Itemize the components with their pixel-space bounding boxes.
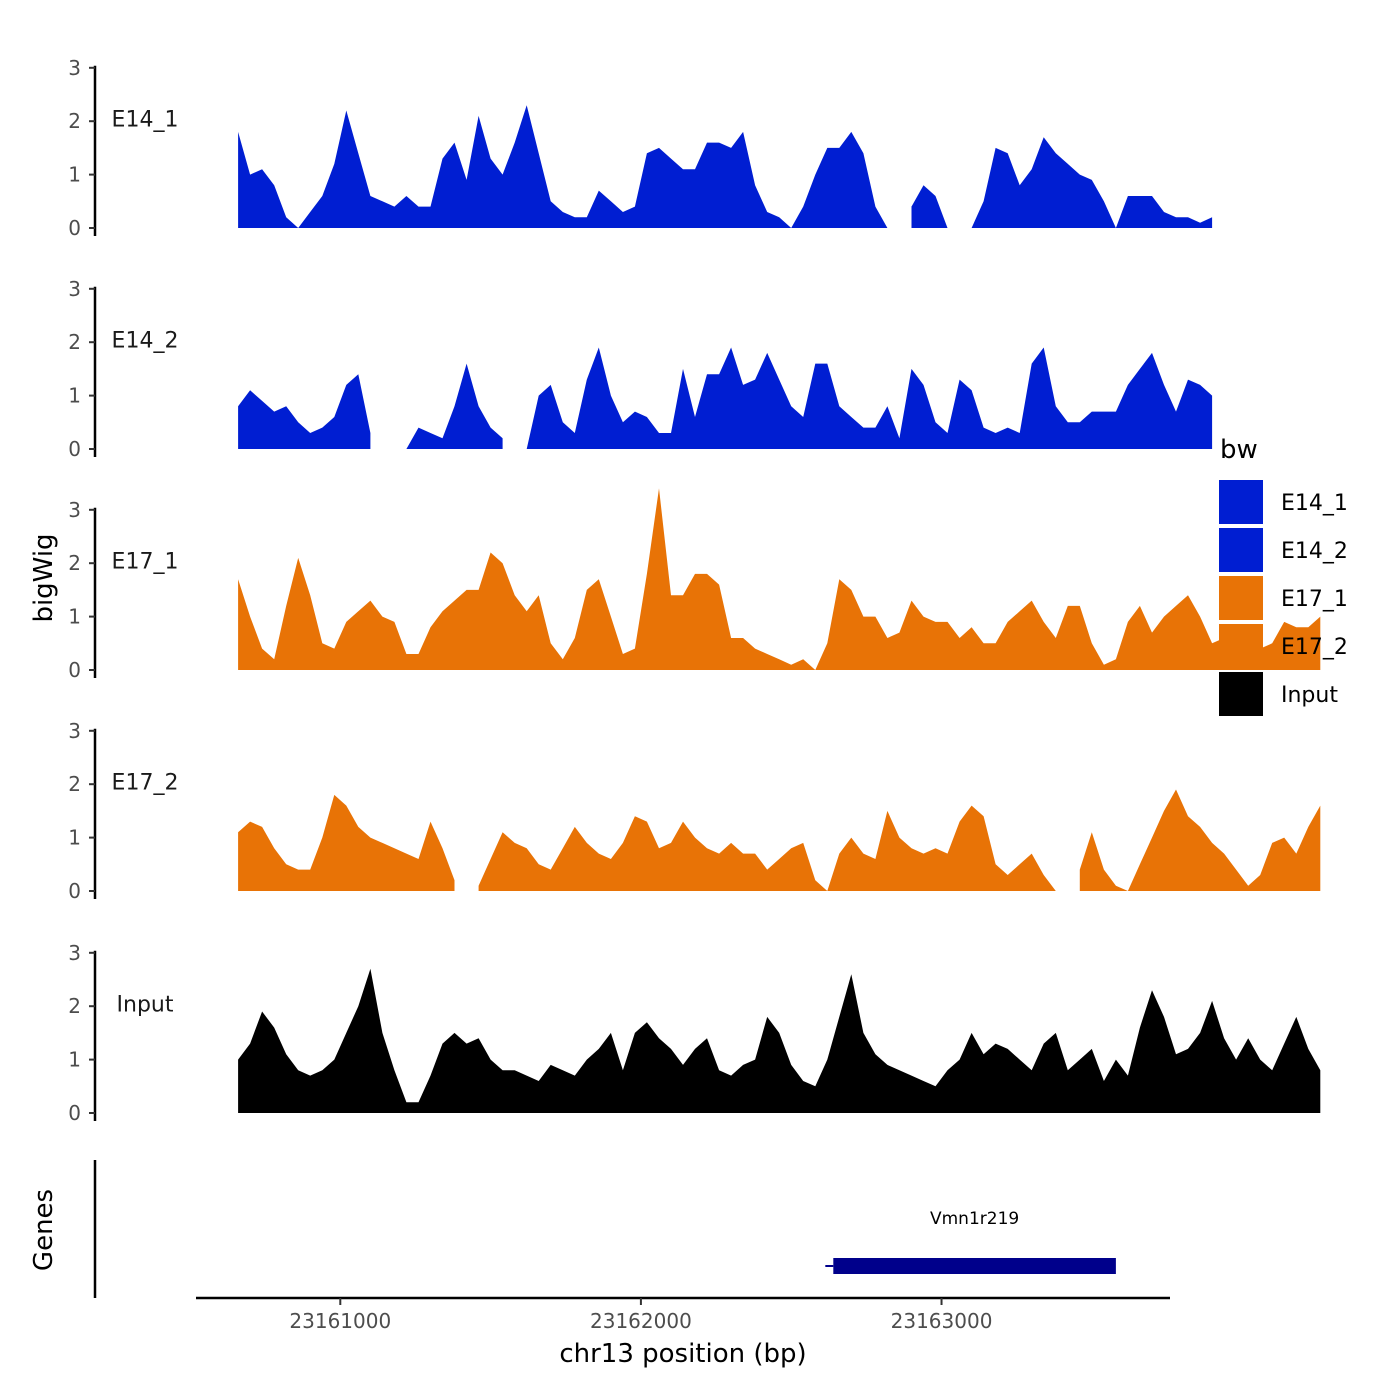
track-label: Input xyxy=(117,993,174,1018)
gene-label: Vmn1r219 xyxy=(930,1209,1019,1229)
legend-swatch xyxy=(1219,576,1263,620)
y-tick-label: 2 xyxy=(68,109,81,133)
track-Input: 0 1 2 3 Input xyxy=(68,941,1321,1125)
coverage-area xyxy=(406,363,503,449)
genes-axis-title: Genes xyxy=(29,1189,59,1271)
y-tick-label: 2 xyxy=(68,330,81,354)
track-label: E14_1 xyxy=(112,108,179,133)
coverage-area xyxy=(238,488,1321,670)
legend-item-E14_1: E14_1 xyxy=(1219,480,1348,524)
x-axis: 23161000 23162000 23163000 xyxy=(196,1296,1170,1333)
gene-body xyxy=(833,1258,1116,1274)
track-E14_2: 0 1 2 3 E14_2 xyxy=(68,277,1213,461)
gene-track: Vmn1r219 xyxy=(93,1160,1116,1298)
track-E14_1: 0 1 2 3 E14_1 xyxy=(68,56,1213,240)
y-tick-label: 0 xyxy=(68,1101,81,1125)
coverage-area xyxy=(1079,789,1321,891)
track-label: E14_2 xyxy=(112,329,179,354)
legend-label: E14_1 xyxy=(1281,491,1348,516)
legend-label: Input xyxy=(1281,683,1338,708)
legend-item-Input: Input xyxy=(1219,672,1338,716)
track-label: E17_2 xyxy=(112,771,179,796)
y-tick-label: 0 xyxy=(68,658,81,682)
legend-swatch xyxy=(1219,672,1263,716)
coverage-area xyxy=(238,374,371,449)
legend-item-E17_2: E17_2 xyxy=(1219,624,1348,668)
x-tick-label: 23162000 xyxy=(590,1309,692,1333)
x-tick-label: 23163000 xyxy=(891,1309,993,1333)
y-tick-label: 2 xyxy=(68,772,81,796)
legend-swatch xyxy=(1219,624,1263,668)
coverage-area xyxy=(911,185,948,228)
legend: bw E14_1 E14_2 E17_1 E17_2 Input xyxy=(1219,435,1348,716)
coverage-area xyxy=(971,137,1213,228)
coverage-area xyxy=(238,968,1321,1113)
y-tick-label: 3 xyxy=(68,277,81,301)
y-tick-label: 1 xyxy=(68,1048,81,1072)
legend-item-E14_2: E14_2 xyxy=(1219,528,1348,572)
y-tick-label: 1 xyxy=(68,605,81,629)
legend-title: bw xyxy=(1220,435,1258,465)
legend-item-E17_1: E17_1 xyxy=(1219,576,1348,620)
track-E17_1: 0 1 2 3 E17_1 xyxy=(68,488,1321,682)
y-tick-label: 3 xyxy=(68,941,81,965)
y-tick-label: 0 xyxy=(68,216,81,240)
coverage-area xyxy=(238,105,888,228)
coverage-area xyxy=(238,794,455,891)
legend-swatch xyxy=(1219,480,1263,524)
y-tick-label: 1 xyxy=(68,163,81,187)
y-tick-label: 1 xyxy=(68,826,81,850)
track-E17_2: 0 1 2 3 E17_2 xyxy=(68,719,1321,903)
y-tick-label: 0 xyxy=(68,879,81,903)
y-tick-label: 2 xyxy=(68,994,81,1018)
legend-swatch xyxy=(1219,528,1263,572)
y-tick-label: 1 xyxy=(68,384,81,408)
track-label: E17_1 xyxy=(112,550,179,575)
x-tick-label: 23161000 xyxy=(289,1309,391,1333)
x-axis-title: chr13 position (bp) xyxy=(559,1339,806,1369)
y-tick-label: 3 xyxy=(68,56,81,80)
coverage-area xyxy=(478,805,1056,891)
legend-label: E17_1 xyxy=(1281,587,1348,612)
y-tick-label: 2 xyxy=(68,551,81,575)
y-tick-label: 3 xyxy=(68,719,81,743)
y-axis-title: bigWig xyxy=(29,533,59,622)
coverage-area xyxy=(526,347,1213,449)
legend-label: E17_2 xyxy=(1281,635,1348,660)
y-tick-label: 0 xyxy=(68,437,81,461)
y-tick-label: 3 xyxy=(68,498,81,522)
coverage-tracks: 0 1 2 3 E14_1 0 1 2 3 E14_2 0 1 2 3 E17_1 0 1 2 3 E17_2 0 1 2 3… xyxy=(68,56,1321,1125)
legend-label: E14_2 xyxy=(1281,539,1348,564)
